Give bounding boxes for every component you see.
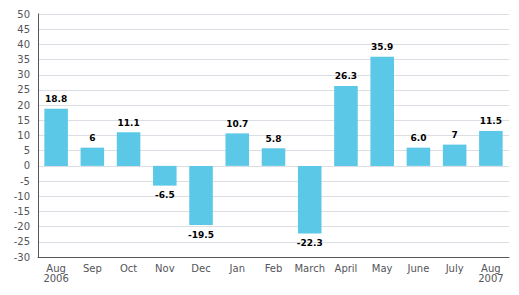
svg-text:40: 40 <box>17 39 30 50</box>
svg-text:10: 10 <box>17 130 30 141</box>
svg-text:Sep: Sep <box>83 263 102 274</box>
svg-text:-30: -30 <box>14 252 30 263</box>
svg-text:Oct: Oct <box>120 263 137 274</box>
svg-text:18.8: 18.8 <box>45 94 67 104</box>
svg-text:35.9: 35.9 <box>371 42 393 52</box>
svg-text:2007: 2007 <box>478 273 503 284</box>
svg-text:-25: -25 <box>14 236 30 247</box>
svg-text:45: 45 <box>17 24 30 35</box>
svg-text:7: 7 <box>452 130 458 140</box>
svg-text:20: 20 <box>17 100 30 111</box>
svg-text:Dec: Dec <box>191 263 210 274</box>
svg-text:Feb: Feb <box>265 263 283 274</box>
svg-text:-6.5: -6.5 <box>155 190 175 200</box>
svg-text:11.1: 11.1 <box>117 118 139 128</box>
svg-text:35: 35 <box>17 54 30 65</box>
svg-text:-19.5: -19.5 <box>188 230 214 240</box>
svg-text:-22.3: -22.3 <box>297 238 323 248</box>
svg-text:Aug: Aug <box>46 262 66 274</box>
svg-text:10.7: 10.7 <box>226 119 248 129</box>
svg-text:April: April <box>335 263 358 274</box>
svg-text:-5: -5 <box>20 176 30 187</box>
svg-text:5: 5 <box>24 145 30 156</box>
svg-text:11.5: 11.5 <box>480 116 502 126</box>
svg-text:26.3: 26.3 <box>335 71 357 81</box>
svg-text:6: 6 <box>89 133 95 143</box>
svg-text:0: 0 <box>24 160 30 171</box>
svg-text:-15: -15 <box>14 206 30 217</box>
svg-text:Aug: Aug <box>481 262 501 274</box>
svg-text:5.8: 5.8 <box>266 134 282 144</box>
svg-text:July: July <box>445 263 464 274</box>
svg-text:25: 25 <box>17 84 30 95</box>
svg-text:50: 50 <box>17 9 30 20</box>
svg-text:May: May <box>372 263 393 274</box>
svg-text:2006: 2006 <box>43 273 68 284</box>
svg-text:15: 15 <box>17 115 30 126</box>
svg-text:-10: -10 <box>14 191 30 202</box>
svg-text:-20: -20 <box>14 221 30 232</box>
svg-text:30: 30 <box>17 69 30 80</box>
svg-text:June: June <box>407 263 430 274</box>
svg-text:6.0: 6.0 <box>410 133 426 143</box>
svg-text:March: March <box>294 263 324 274</box>
svg-text:Jan: Jan <box>229 263 245 274</box>
svg-text:Nov: Nov <box>155 263 175 274</box>
